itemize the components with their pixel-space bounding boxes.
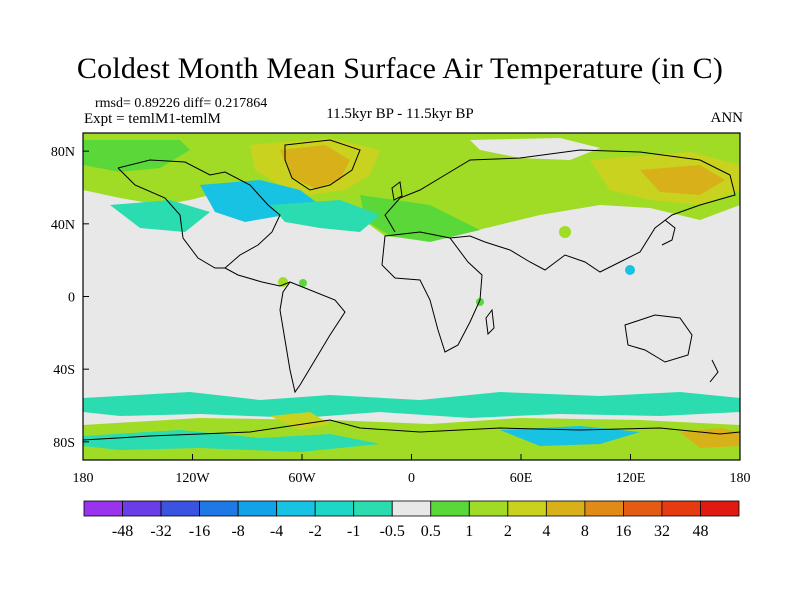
coast-britain bbox=[391, 181, 403, 201]
field-natlantic-cool bbox=[270, 200, 380, 232]
colorbar-label: -1 bbox=[347, 523, 360, 540]
colorbar-swatch bbox=[199, 500, 239, 517]
field-siberia-orange bbox=[640, 165, 725, 195]
y-tick-label: 80S bbox=[53, 436, 75, 451]
coast-japan bbox=[661, 219, 676, 246]
colorbar-swatch bbox=[430, 500, 470, 517]
colorbar: -48 -32 -16 -8 -4 -2 -1 -0.5 0.5 1 2 4 8 16 32 48 bbox=[83, 500, 740, 540]
coast-greenland bbox=[284, 139, 361, 191]
coast-north-america bbox=[117, 159, 291, 287]
y-tick-label: 40S bbox=[53, 363, 75, 378]
colorbar-label: 8 bbox=[581, 523, 589, 540]
colorbar-swatch bbox=[353, 500, 393, 517]
experiment-label: Expt = temlM1-temlM bbox=[84, 111, 221, 127]
field-speck bbox=[625, 265, 635, 275]
field-southern-ring-cool bbox=[83, 392, 740, 418]
colorbar-swatch bbox=[545, 500, 586, 517]
colorbar-swatch bbox=[122, 500, 162, 517]
coast-antarctica bbox=[82, 419, 741, 441]
colorbar-label: 0.5 bbox=[421, 523, 441, 540]
y-tick-label: 0 bbox=[68, 291, 75, 306]
stats-line: rmsd= 0.89226 diff= 0.217864 bbox=[95, 96, 267, 112]
colorbar-swatch bbox=[160, 500, 200, 517]
colorbar-swatch bbox=[83, 500, 123, 517]
field-antarctic-warm bbox=[270, 412, 330, 430]
field-speck bbox=[559, 226, 571, 238]
colorbar-label: -16 bbox=[189, 523, 210, 540]
field-greenland-orange bbox=[280, 145, 350, 188]
coast-new-zealand bbox=[709, 359, 719, 383]
season-label: ANN bbox=[710, 110, 744, 126]
x-tick-label: 120W bbox=[175, 471, 210, 486]
field-arctic-green bbox=[83, 140, 190, 172]
x-tick-label: 180 bbox=[730, 471, 751, 486]
x-tick-label: 0 bbox=[408, 471, 415, 486]
colorbar-label: -0.5 bbox=[380, 523, 405, 540]
coastlines bbox=[82, 139, 741, 441]
colorbar-label: -2 bbox=[309, 523, 322, 540]
field-speck bbox=[299, 279, 307, 287]
colorbar-swatch bbox=[314, 500, 355, 517]
y-tick-label: 80N bbox=[51, 145, 75, 160]
x-tick-label: 120E bbox=[616, 471, 646, 486]
field-antarctic-cool bbox=[500, 426, 640, 446]
field-pacific-cool bbox=[110, 200, 210, 232]
x-tick-label: 60E bbox=[510, 471, 533, 486]
field-speck bbox=[278, 277, 288, 287]
coast-australia bbox=[624, 314, 693, 363]
colorbar-swatch bbox=[584, 500, 624, 517]
colorbar-label: -48 bbox=[112, 523, 133, 540]
colorbar-swatch bbox=[623, 500, 663, 517]
map-field bbox=[83, 133, 740, 460]
colorbar-label: 1 bbox=[465, 523, 473, 540]
colorbar-label: 16 bbox=[615, 523, 631, 540]
rmsd-stat: rmsd= 0.89226 bbox=[95, 96, 180, 111]
x-tick-label: 180 bbox=[73, 471, 94, 486]
colorbar-swatch bbox=[237, 500, 278, 517]
x-tick-label: 60W bbox=[288, 471, 316, 486]
field-arctic-warm bbox=[83, 133, 740, 240]
coast-africa bbox=[381, 231, 483, 353]
y-tick-label: 40N bbox=[51, 218, 75, 233]
colorbar-label: 48 bbox=[692, 523, 708, 540]
map-axes: 180 120W 60W 0 60E 120E 180 80N 40N 0 40S 80S bbox=[51, 145, 751, 486]
colorbar-label: -4 bbox=[270, 523, 283, 540]
colorbar-label: 32 bbox=[654, 523, 670, 540]
colorbar-swatch bbox=[700, 500, 740, 517]
period-label: 11.5kyr BP - 11.5kyr BP bbox=[326, 106, 474, 122]
field-north-atlantic-green bbox=[360, 195, 480, 242]
chart-title: Coldest Month Mean Surface Air Temperatu… bbox=[76, 52, 724, 85]
colorbar-label: 4 bbox=[542, 523, 550, 540]
colorbar-swatch bbox=[507, 500, 547, 517]
colorbar-label: 2 bbox=[504, 523, 512, 540]
colorbar-swatch bbox=[661, 500, 701, 517]
colorbar-label: -32 bbox=[150, 523, 171, 540]
coast-madagascar bbox=[485, 308, 495, 336]
colorbar-swatch bbox=[391, 500, 432, 517]
coast-eurasia bbox=[384, 149, 736, 273]
colorbar-swatch bbox=[468, 500, 509, 517]
field-arctic-neutral bbox=[470, 138, 600, 160]
coast-north-america-west bbox=[117, 167, 225, 269]
colorbar-label: -8 bbox=[231, 523, 244, 540]
colorbar-swatch bbox=[276, 500, 316, 517]
coast-south-america bbox=[279, 281, 346, 394]
diff-stat: diff= 0.217864 bbox=[183, 96, 268, 111]
